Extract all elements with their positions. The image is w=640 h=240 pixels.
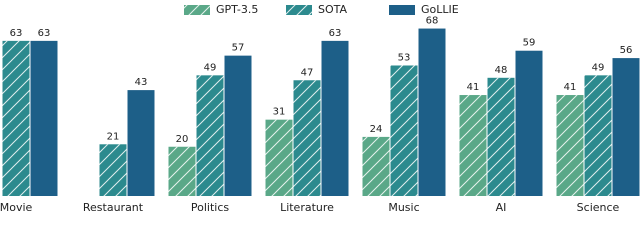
value-label: 68 xyxy=(426,16,439,27)
bar-hatch xyxy=(556,95,584,196)
bar-hatch xyxy=(99,144,127,196)
value-label: 49 xyxy=(592,62,605,73)
bar-hatch xyxy=(487,77,515,196)
bar xyxy=(612,58,640,196)
value-label: 63 xyxy=(329,28,342,39)
value-label: 41 xyxy=(564,82,577,93)
bar-hatch xyxy=(459,95,487,196)
x-tick-label: Movie xyxy=(0,201,33,214)
bar-hatch xyxy=(390,65,418,196)
x-tick-label: Restaurant xyxy=(83,201,144,214)
bar xyxy=(127,90,155,196)
value-label: 49 xyxy=(204,62,217,73)
bar-hatch xyxy=(584,75,612,196)
bar-hatch xyxy=(2,40,30,196)
bar-hatch xyxy=(168,146,196,196)
bar xyxy=(418,28,446,196)
x-tick-label: Science xyxy=(577,201,620,214)
value-label: 48 xyxy=(495,65,508,76)
bar xyxy=(321,40,349,196)
value-label: 63 xyxy=(38,28,51,39)
bar xyxy=(30,40,58,196)
legend-label: GoLLIE xyxy=(421,3,459,16)
bar xyxy=(224,55,252,197)
value-label: 21 xyxy=(107,131,120,142)
value-label: 20 xyxy=(176,134,189,145)
bar-hatch xyxy=(362,136,390,196)
value-label: 53 xyxy=(398,52,411,63)
legend-label: SOTA xyxy=(318,3,348,16)
bar-hatch xyxy=(196,75,224,196)
bar-hatch xyxy=(293,80,321,196)
x-tick-label: Literature xyxy=(280,201,334,214)
value-label: 56 xyxy=(620,45,633,56)
value-label: 59 xyxy=(523,38,536,49)
value-label: 47 xyxy=(301,67,314,78)
value-label: 43 xyxy=(135,77,148,88)
bar xyxy=(515,50,543,197)
value-label: 57 xyxy=(232,43,245,54)
bar-hatch xyxy=(265,119,293,196)
legend-swatch xyxy=(389,5,415,15)
x-tick-label: Politics xyxy=(191,201,230,214)
value-label: 41 xyxy=(467,82,480,93)
chart: Movie 63 63 Restaurant 21 43 Politics 20 49 57 Lit… xyxy=(0,3,640,214)
value-label: 31 xyxy=(273,107,286,118)
legend-swatch-hatch xyxy=(184,5,210,15)
legend-swatch-hatch xyxy=(286,5,312,15)
value-label: 63 xyxy=(10,28,23,39)
legend-label: GPT-3.5 xyxy=(216,3,258,16)
value-label: 24 xyxy=(370,124,383,135)
x-tick-label: Music xyxy=(388,201,419,214)
x-tick-label: AI xyxy=(496,201,507,214)
